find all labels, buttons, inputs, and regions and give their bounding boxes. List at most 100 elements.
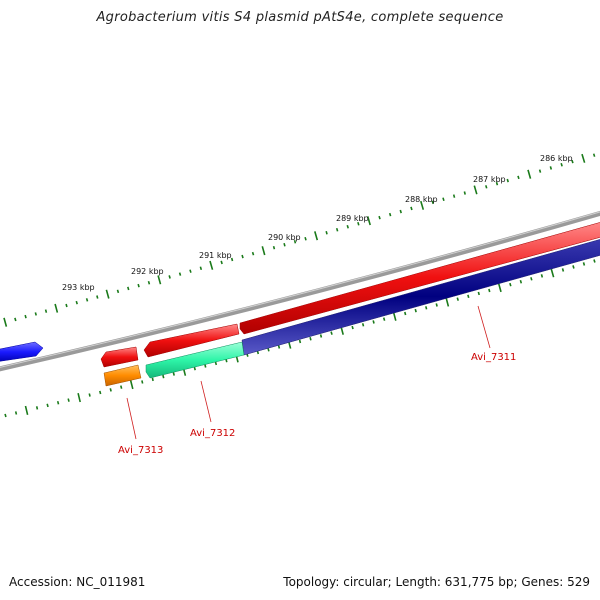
inner-tick-minor (540, 274, 544, 278)
outer-tick-minor (452, 194, 456, 198)
outer-tick-minor (538, 169, 542, 173)
outer-tick-minor (116, 289, 120, 294)
outer-tick-minor (463, 191, 466, 195)
inner-tick-major (550, 268, 555, 278)
outer-tick-minor (399, 209, 402, 214)
leader-line-avi-7313 (126, 397, 137, 440)
outer-tick-minor (96, 295, 99, 299)
tick-label-286-kbp: 286 kbp (540, 154, 573, 163)
gene-label-avi-7313[interactable]: Avi_7313 (118, 445, 163, 456)
outer-tick-minor (388, 212, 392, 217)
outer-tick-major (473, 185, 478, 195)
outer-tick-minor (410, 206, 413, 211)
feature-arrow-blue[interactable] (0, 341, 44, 362)
inner-tick-minor (277, 345, 281, 349)
outer-tick-minor (199, 266, 203, 271)
inner-tick-minor (214, 361, 218, 366)
inner-tick-minor (46, 403, 49, 408)
inner-tick-minor (319, 334, 323, 338)
inner-tick-minor (582, 262, 586, 266)
tick-label-291-kbp: 291 kbp (199, 251, 232, 260)
outer-tick-minor (442, 197, 445, 202)
inner-tick-minor (56, 401, 60, 405)
outer-tick-minor (220, 260, 223, 265)
inner-tick-minor (99, 390, 102, 395)
tick-label-293-kbp: 293 kbp (62, 283, 95, 292)
inner-tick-minor (572, 265, 575, 269)
inner-tick-minor (509, 282, 512, 287)
outer-tick-minor (283, 243, 286, 247)
inner-tick-minor (519, 279, 523, 284)
inner-tick-minor (414, 308, 417, 313)
outer-tick-minor (147, 280, 151, 285)
outer-tick-major (581, 153, 586, 163)
inner-tick-minor (172, 372, 175, 376)
inner-tick-minor (14, 411, 18, 415)
map-title: Agrobacterium vitis S4 plasmid pAtS4e, c… (96, 10, 504, 25)
leader-line-avi-7312 (200, 380, 212, 423)
outer-tick-minor (75, 300, 78, 305)
outer-tick-minor (517, 175, 520, 180)
inner-tick-minor (162, 374, 165, 379)
outer-tick-minor (549, 166, 553, 170)
inner-tick-minor (193, 366, 196, 371)
outer-tick-minor (85, 298, 89, 302)
inner-tick-major (392, 311, 397, 321)
leader-line-avi-7311 (477, 305, 491, 349)
outer-tick-minor (560, 162, 563, 167)
inner-tick-major (77, 393, 81, 403)
inner-tick-minor (372, 320, 375, 324)
inner-tick-minor (67, 398, 70, 402)
inner-tick-major (24, 405, 29, 415)
outer-tick-minor (14, 317, 17, 322)
feature-arrow-red-small[interactable] (100, 346, 139, 368)
inner-tick-minor (425, 306, 428, 310)
summary-text: Topology: circular; Length: 631,775 bp; … (283, 575, 590, 589)
outer-tick-minor (495, 181, 499, 186)
plasmid-backbone-highlight (0, 211, 600, 368)
outer-tick-minor (431, 200, 434, 205)
outer-tick-major (527, 169, 532, 179)
inner-tick-minor (298, 339, 302, 344)
accession-text: Accession: NC_011981 (9, 575, 146, 589)
inner-tick-minor (4, 413, 7, 418)
outer-tick-minor (168, 275, 171, 279)
inner-tick-minor (593, 259, 596, 263)
tick-labels: 286 kbp 287 kbp 288 kbp 289 kbp 290 kbp 291 k… (62, 154, 573, 292)
outer-tick-minor (592, 153, 596, 157)
outer-tick-minor (485, 185, 488, 189)
outer-tick-minor (335, 227, 339, 232)
inner-tick-minor (141, 380, 144, 384)
outer-tick-major (3, 317, 8, 327)
outer-tick-minor (24, 314, 27, 319)
feature-arrow-red-large[interactable] (239, 221, 600, 335)
inner-tick-minor (88, 393, 91, 397)
tick-label-287-kbp: 287 kbp (473, 175, 506, 184)
outer-tick-minor (506, 178, 509, 183)
outer-tick-major (314, 231, 319, 241)
outer-tick-minor (34, 312, 37, 316)
outer-tick-minor (127, 286, 130, 291)
outer-tick-major (261, 246, 266, 256)
gene-label-avi-7311[interactable]: Avi_7311 (471, 352, 516, 363)
outer-tick-minor (272, 245, 276, 250)
inner-tick-minor (351, 325, 354, 330)
feature-arrow-green[interactable] (145, 341, 245, 379)
inner-tick-minor (382, 317, 386, 321)
feature-arrow-red-medium[interactable] (143, 323, 240, 358)
outer-tick-minor (241, 254, 244, 259)
feature-arrow-orange[interactable] (103, 364, 142, 387)
inner-tick-minor (204, 364, 207, 368)
inner-tick-minor (309, 337, 312, 341)
inner-tick-minor (120, 385, 123, 389)
outer-tick-major (420, 200, 425, 210)
inner-tick-minor (467, 294, 470, 299)
gene-label-avi-7312[interactable]: Avi_7312 (190, 428, 235, 439)
outer-tick-minor (230, 257, 234, 262)
outer-tick-minor (346, 224, 349, 229)
inner-tick-minor (35, 406, 39, 410)
outer-tick-minor (189, 269, 192, 273)
plasmid-backbone (0, 210, 600, 372)
inner-tick-minor (561, 268, 565, 272)
